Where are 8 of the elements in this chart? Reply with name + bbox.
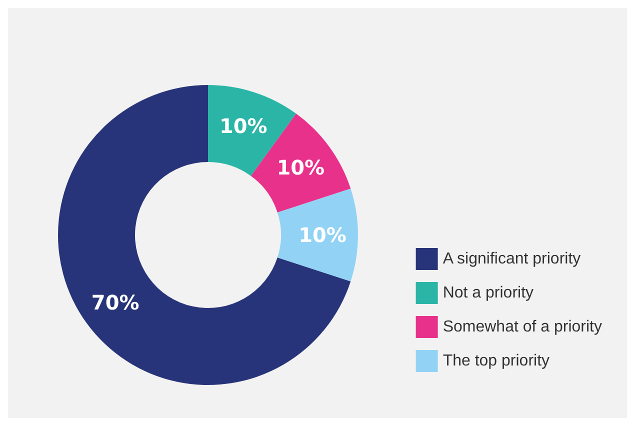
data-label: 10% <box>276 156 325 180</box>
data-label: 10% <box>298 223 346 247</box>
legend-label: A significant priority <box>442 250 581 268</box>
legend-label: The top priority <box>442 352 550 370</box>
legend-label: Somewhat of a priority <box>442 318 602 336</box>
data-label: 70% <box>91 290 140 314</box>
data-label: 10% <box>219 114 268 138</box>
legend-label: Not a priority <box>442 284 534 302</box>
